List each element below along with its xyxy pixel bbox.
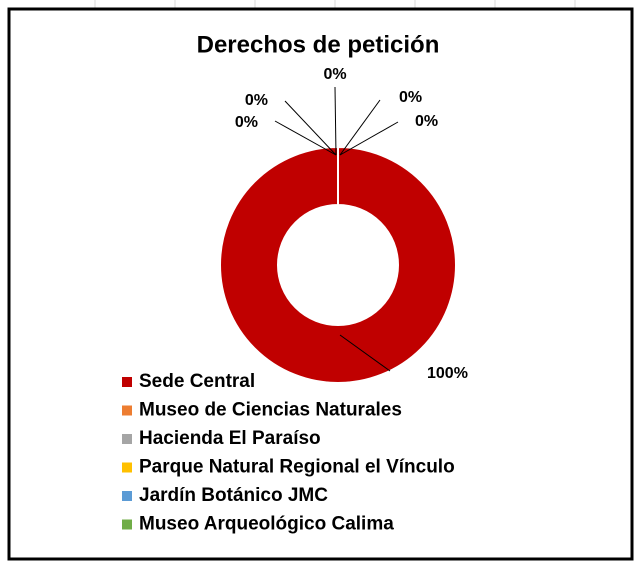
data-label: 0% [323,66,346,83]
legend-label: Museo de Ciencias Naturales [139,400,402,421]
leader-line [284,100,337,156]
data-label: 100% [427,365,468,382]
chart-title: Derechos de petición [197,31,440,58]
donut-slice [219,145,457,385]
legend-swatch [122,434,132,444]
chart-frame [7,7,634,561]
leader-line [274,120,337,156]
sheet-grid [94,0,576,8]
leader-line [339,99,381,156]
legend-label: Jardín Botánico JMC [139,485,328,506]
legend-swatch [122,377,132,387]
legend-swatch [122,405,132,416]
legend-label: Parque Natural Regional el Vínculo [139,457,455,478]
legend-label: Sede Central [139,371,255,392]
legend-swatch [122,462,132,473]
data-label: 0% [235,114,258,131]
legend-label: Museo Arqueológico Calima [139,514,394,535]
legend-swatch [122,519,132,530]
legend-label: Hacienda El Paraíso [139,428,321,449]
legend-swatch [122,491,132,501]
data-label: 0% [245,92,268,109]
leader-line [339,334,391,372]
data-label: 0% [399,89,422,106]
data-label: 0% [415,113,438,130]
leader-line [334,86,337,156]
leader-line [339,121,399,156]
